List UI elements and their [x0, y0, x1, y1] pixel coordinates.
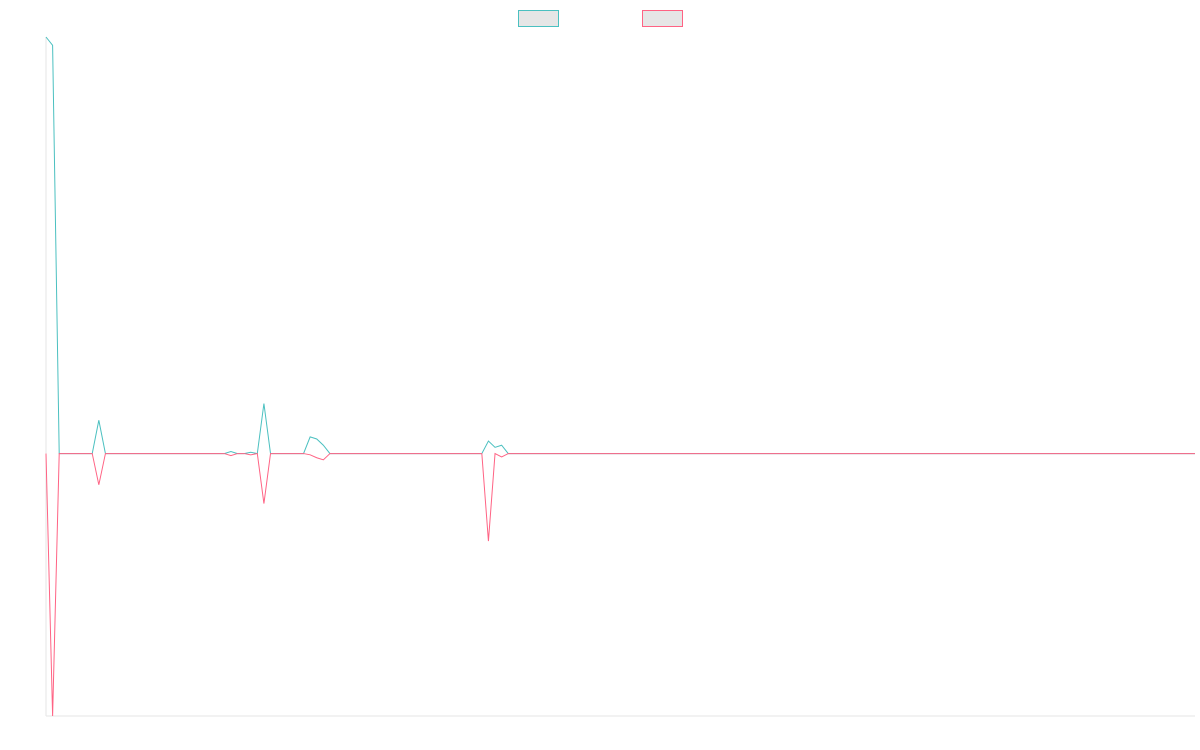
legend-swatch	[518, 10, 559, 27]
line-series	[45, 452, 1195, 717]
line-series	[45, 36, 1195, 455]
legend-swatch	[642, 10, 683, 27]
